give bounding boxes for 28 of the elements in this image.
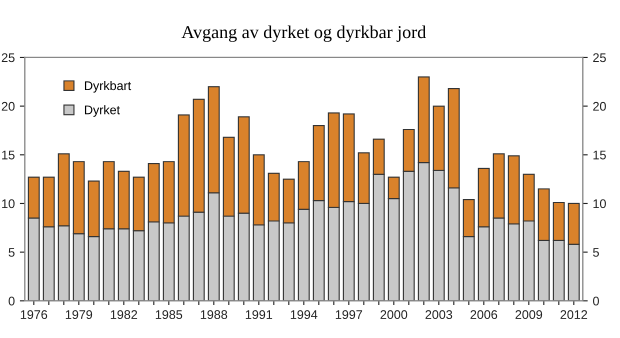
y2-tick-label: 15 <box>593 150 606 160</box>
y2-tick-label: 5 <box>593 248 599 257</box>
x-tick-label: 1997 <box>336 310 362 320</box>
x-tick-label: 1976 <box>20 310 48 320</box>
y-tick-label: 20 <box>2 102 15 111</box>
x-tick-label: 1979 <box>66 310 92 320</box>
y-tick-label: 0 <box>8 296 15 306</box>
x-tick-label: 1991 <box>246 310 272 320</box>
legend-label: Dyrkbart <box>84 80 132 93</box>
x-tick-label: 2012 <box>560 310 588 320</box>
x-tick-label: 1985 <box>156 310 182 320</box>
y-tick-label: 10 <box>2 199 15 208</box>
y2-tick-label: 10 <box>593 199 606 208</box>
y-tick-label: 5 <box>8 248 15 257</box>
y-tick-label: 15 <box>2 150 15 160</box>
x-tick-label: 1982 <box>110 310 138 320</box>
y2-tick-label: 20 <box>593 102 606 111</box>
y2-tick-label: 0 <box>593 296 599 306</box>
x-tick-label: 2000 <box>380 310 408 320</box>
chart-title: Avgang av dyrket og dyrkbar jord <box>182 25 426 42</box>
x-tick-label: 1994 <box>290 310 318 320</box>
x-tick-label: 2003 <box>426 310 452 320</box>
legend-label: Dyrket <box>84 105 120 117</box>
x-tick-label: 2009 <box>516 310 542 320</box>
x-tick-label: 2006 <box>470 310 498 320</box>
y-tick-label: 25 <box>2 53 15 62</box>
x-tick-label: 1988 <box>200 310 228 320</box>
y2-tick-label: 25 <box>593 53 606 62</box>
